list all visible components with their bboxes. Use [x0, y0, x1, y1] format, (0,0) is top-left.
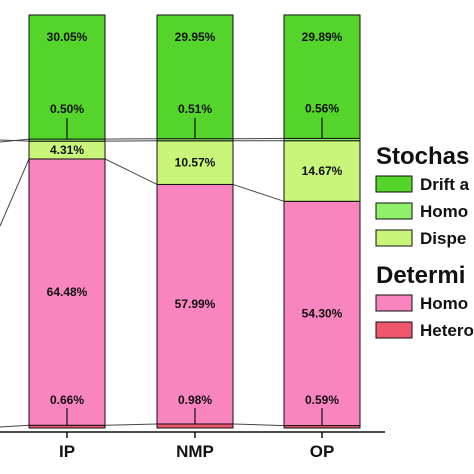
data-label: 64.48% [47, 285, 88, 299]
data-label: 0.51% [178, 102, 212, 116]
bar-segment-op-1 [283, 200, 361, 427]
x-tick-label: IP [59, 442, 75, 461]
legend-swatch [375, 229, 413, 247]
data-label: 0.66% [50, 393, 84, 407]
connector-line [0, 138, 30, 143]
x-tick-label: OP [310, 442, 335, 461]
bar-segment-nmp-0 [156, 423, 234, 429]
data-label: 0.98% [178, 393, 212, 407]
legend-swatch [375, 294, 413, 312]
connector-line [0, 158, 30, 227]
legend-swatch [375, 321, 413, 339]
connector-line [232, 183, 285, 202]
legend: Stochas Drift a Homo Dispe Determi Homo Hetero [375, 143, 474, 340]
data-label: 29.89% [302, 30, 343, 44]
bar-segment-nmp-2 [156, 140, 234, 185]
x-tick-label: NMP [176, 442, 214, 461]
legend-swatch [375, 202, 413, 220]
data-label: 0.56% [305, 102, 339, 116]
data-label: 57.99% [175, 297, 216, 311]
bar-segment-nmp-1 [156, 183, 234, 425]
legend-label: Homo [420, 294, 468, 313]
bars [28, 14, 361, 429]
connector-line [232, 423, 285, 427]
legend-heading: Stochas [376, 143, 469, 170]
data-label: 29.95% [175, 30, 216, 44]
segment-labels: 0.66% 64.48% 4.31% 0.50% 30.05% 0.98% 57.99% 10… [47, 30, 343, 426]
x-axis: IP NMP OP [0, 431, 385, 461]
data-label: 30.05% [47, 30, 88, 44]
data-label: 4.31% [50, 143, 84, 157]
data-label: 0.50% [50, 102, 84, 116]
data-label: 10.57% [175, 156, 216, 170]
connector-lines [0, 137, 285, 428]
legend-label: Hetero [420, 321, 474, 340]
data-label: 14.67% [302, 164, 343, 178]
bar-segment-op-2 [283, 140, 361, 202]
connector-line [104, 158, 158, 185]
legend-swatch [375, 175, 413, 193]
legend-heading: Determi [376, 262, 465, 289]
legend-label: Homo [420, 202, 468, 221]
legend-label: Dispe [420, 229, 466, 248]
legend-label: Drift a [420, 175, 470, 194]
data-label: 54.30% [302, 306, 343, 320]
connector-line [0, 424, 30, 428]
connector-line [104, 423, 158, 426]
data-label: 0.59% [305, 393, 339, 407]
